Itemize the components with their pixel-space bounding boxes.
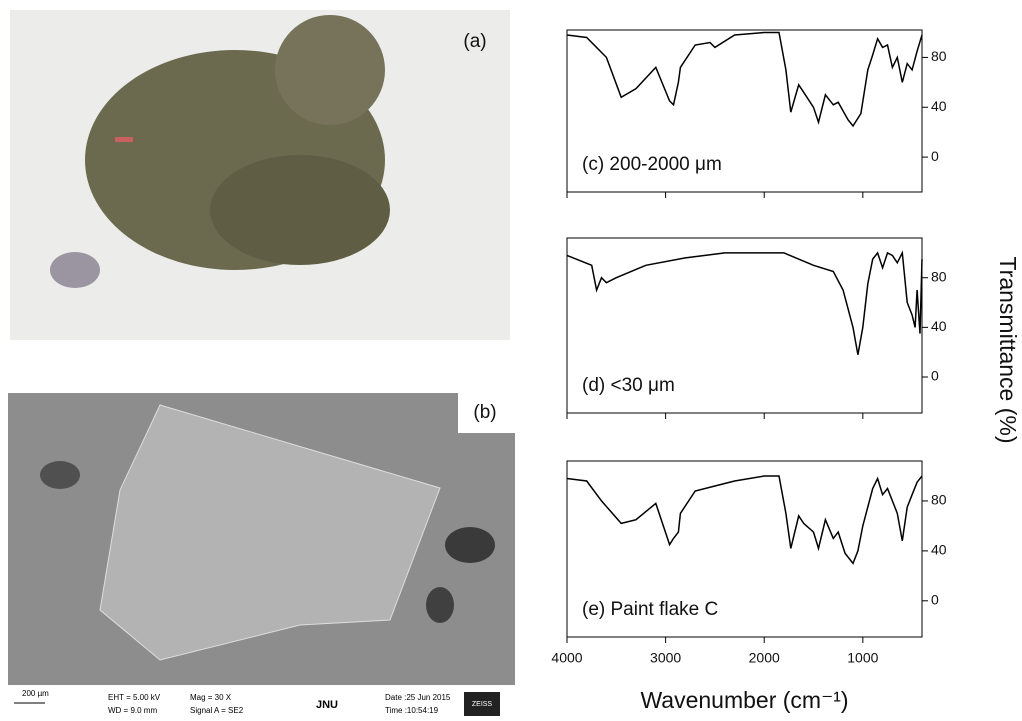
panel-label: (c) 200-2000 μm (582, 154, 722, 175)
spectrum-line (567, 33, 922, 127)
info-text: Signal A = SE2 (190, 706, 244, 715)
y-tick-label: 40 (931, 542, 947, 558)
pore (426, 587, 454, 623)
spectrum-line (567, 476, 922, 563)
logo: ZEISS (472, 701, 493, 708)
panel-label: (d) <30 μm (582, 375, 675, 396)
info-text: EHT = 5.00 kV (108, 693, 161, 702)
y-axis-label: Transmittance (%) (995, 256, 1021, 443)
debris (275, 15, 385, 125)
info-text: JNU (316, 699, 338, 711)
photo-panel: (a) (10, 10, 510, 340)
info-text: Date :25 Jun 2015 (385, 693, 451, 702)
y-tick-label: 0 (931, 368, 939, 384)
y-tick-label: 80 (931, 268, 947, 284)
y-tick-label: 80 (931, 48, 947, 64)
x-axis-label: Wavenumber (cm⁻¹) (640, 687, 848, 713)
info-bar (8, 685, 515, 720)
y-tick-label: 40 (931, 318, 947, 334)
panel-label: (b) (473, 402, 496, 423)
fiber (115, 137, 133, 142)
y-tick-label: 40 (931, 98, 947, 114)
x-tick-label: 4000 (551, 650, 582, 666)
info-text: Mag = 30 X (190, 693, 232, 702)
panel-label: (e) Paint flake C (582, 599, 718, 620)
debris (50, 252, 100, 288)
panel-label: (a) (463, 31, 486, 52)
pore (40, 461, 80, 489)
x-tick-label: 2000 (749, 650, 780, 666)
sem-panel: (b) 200 µm EHT = 5.00 kV WD = 9.0 mm Mag… (8, 393, 515, 720)
y-tick-label: 0 (931, 148, 939, 164)
y-tick-label: 0 (931, 592, 939, 608)
info-text: WD = 9.0 mm (108, 706, 157, 715)
debris (210, 155, 390, 265)
x-tick-label: 1000 (847, 650, 878, 666)
figure: (a) (b) 200 µm EHT = 5.00 kV WD = 9.0 mm… (0, 0, 1022, 721)
y-tick-label: 80 (931, 492, 947, 508)
scale-label: 200 µm (22, 689, 49, 698)
spectrum-line (567, 253, 922, 355)
info-text: Time :10:54:19 (385, 706, 439, 715)
x-tick-label: 3000 (650, 650, 681, 666)
pore (445, 527, 495, 563)
